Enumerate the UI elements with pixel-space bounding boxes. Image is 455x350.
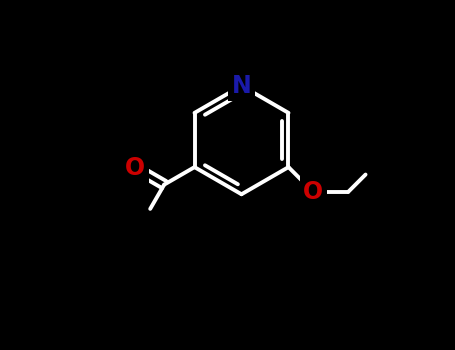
Text: O: O [303,180,324,204]
Text: N: N [232,74,251,98]
Text: O: O [125,156,146,180]
